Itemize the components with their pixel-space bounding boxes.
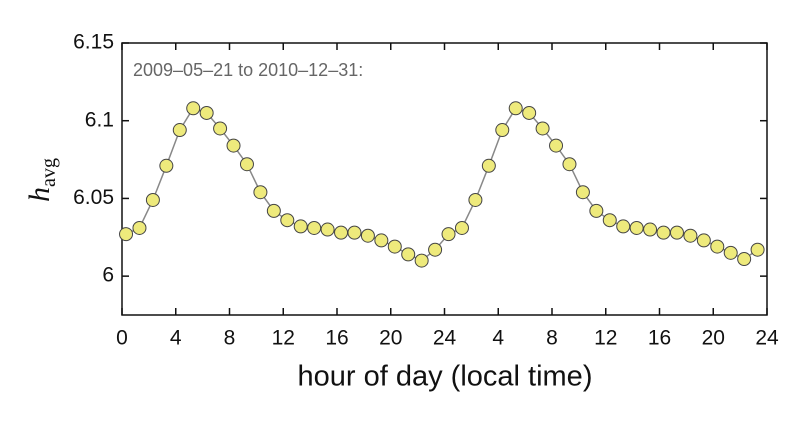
data-point	[441, 227, 456, 242]
data-point	[253, 185, 268, 200]
data-point	[468, 192, 483, 207]
data-point	[696, 233, 711, 248]
x-tick-label: 24	[433, 327, 457, 350]
data-point	[683, 228, 698, 243]
data-point	[575, 185, 590, 200]
data-point	[495, 123, 510, 138]
data-point	[643, 222, 658, 237]
data-point	[454, 220, 469, 235]
annotation: 2009–05–21 to 2010–12–31:	[133, 60, 363, 80]
data-point	[226, 138, 241, 153]
x-tick-label: 20	[379, 327, 402, 350]
data-point	[723, 245, 738, 260]
data-point	[750, 242, 765, 257]
y-tick-label: 6.15	[73, 31, 114, 54]
data-point	[508, 101, 523, 116]
data-point	[481, 158, 496, 173]
data-point	[266, 203, 281, 218]
data-point	[710, 239, 725, 254]
x-tick-label: 8	[546, 327, 558, 350]
x-tick-label: 8	[224, 327, 236, 350]
data-point	[280, 213, 295, 228]
data-point	[414, 253, 429, 268]
data-point	[737, 252, 752, 267]
x-tick-label: 0	[116, 327, 128, 350]
data-point	[347, 225, 362, 240]
x-tick-label: 4	[170, 327, 182, 350]
data-point	[374, 233, 389, 248]
data-point	[562, 157, 577, 172]
x-tick-label: 4	[492, 327, 504, 350]
y-label: havg	[23, 158, 60, 202]
data-point	[522, 105, 537, 120]
data-point	[119, 227, 134, 242]
data-point	[334, 225, 349, 240]
data-point	[589, 203, 604, 218]
y-tick-label: 6	[102, 264, 114, 287]
data-point	[428, 242, 443, 257]
data-point	[360, 228, 375, 243]
data-point	[307, 220, 322, 235]
x-tick-label: 16	[325, 327, 348, 350]
data-point	[629, 220, 644, 235]
y-label-main: h	[23, 187, 56, 202]
data-point	[172, 123, 187, 138]
data-point	[320, 222, 335, 237]
data-point	[159, 158, 174, 173]
x-tick-label: 24	[755, 327, 779, 350]
data-point	[199, 105, 214, 120]
y-tick-label: 6.05	[73, 186, 114, 209]
y-axis-label: havg	[23, 158, 60, 202]
data-point	[401, 247, 416, 262]
x-tick-label: 12	[272, 327, 295, 350]
data-point	[387, 239, 402, 254]
data-point	[669, 225, 684, 240]
data-point	[616, 219, 631, 234]
data-point	[602, 213, 617, 228]
data-point	[186, 101, 201, 116]
data-point	[293, 219, 308, 234]
data-point	[656, 225, 671, 240]
x-tick-label: 12	[594, 327, 617, 350]
x-tick-label: 20	[702, 327, 725, 350]
y-label-sub: avg	[38, 158, 60, 187]
data-point	[535, 121, 550, 136]
data-point	[132, 220, 147, 235]
plot-frame	[121, 42, 768, 316]
data-point	[145, 192, 160, 207]
data-point	[549, 138, 564, 153]
y-tick-label: 6.1	[85, 108, 114, 131]
data-point	[213, 121, 228, 136]
x-tick-label: 16	[648, 327, 671, 350]
data-point	[239, 157, 254, 172]
x-axis-label: hour of day (local time)	[298, 361, 593, 393]
